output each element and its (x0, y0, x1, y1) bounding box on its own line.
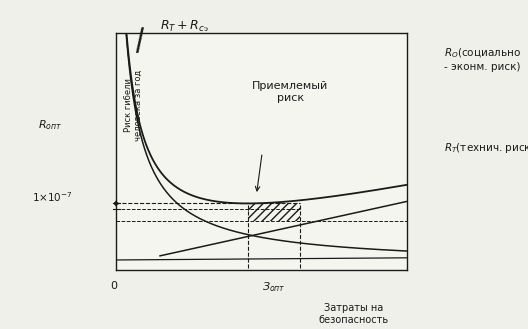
Text: /: / (134, 26, 146, 56)
Text: $R_O$(социально
- эконм. риск): $R_O$(социально - эконм. риск) (444, 47, 521, 72)
Text: Риск гибели
человека за год: Риск гибели человека за год (124, 70, 143, 141)
Text: $З_{опт}$: $З_{опт}$ (262, 280, 286, 294)
Text: Затраты на
безопасность: Затраты на безопасность (319, 303, 389, 325)
Text: 0: 0 (110, 281, 117, 291)
Text: $R_T + R_{c\mathfrak{э}}$: $R_T + R_{c\mathfrak{э}}$ (161, 19, 209, 34)
Text: $R_{опт}$: $R_{опт}$ (38, 118, 62, 132)
Text: $1{\times}10^{-7}$: $1{\times}10^{-7}$ (32, 190, 73, 204)
Text: $R_T$(технич. риск): $R_T$(технич. риск) (444, 141, 528, 155)
Text: Приемлемый
риск: Приемлемый риск (252, 81, 328, 103)
Bar (248, 203, 300, 221)
